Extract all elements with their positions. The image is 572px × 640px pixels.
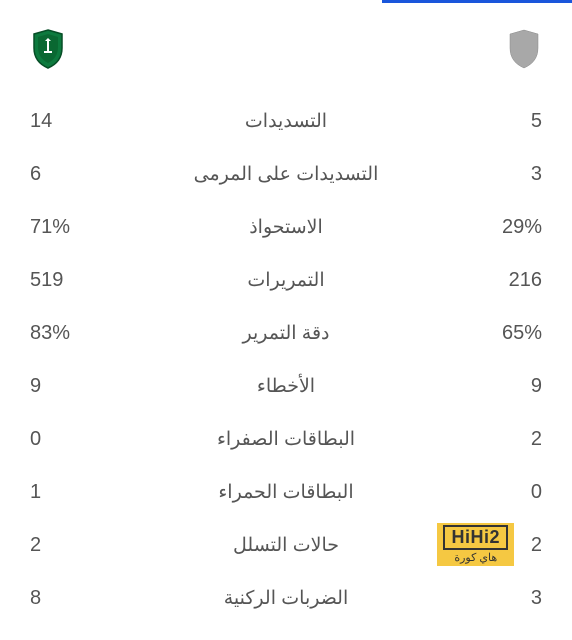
team-left-shield xyxy=(30,28,66,75)
stat-row: 71% الاستحواذ 29% xyxy=(30,201,542,254)
stat-left-value: 0 xyxy=(30,428,90,451)
stat-left-value: 83% xyxy=(30,322,90,345)
stat-left-value: 519 xyxy=(30,269,90,292)
stat-label: التسديدات xyxy=(90,110,482,133)
stat-label: الضربات الركنية xyxy=(90,587,482,610)
stat-right-value: 29% xyxy=(482,216,542,239)
stat-left-value: 8 xyxy=(30,587,90,610)
stat-left-value: 71% xyxy=(30,216,90,239)
stat-right-value: 65% xyxy=(482,322,542,345)
active-tab-indicator xyxy=(382,0,572,3)
stat-label: الاستحواذ xyxy=(90,216,482,239)
stat-row: 0 البطاقات الصفراء 2 xyxy=(30,413,542,466)
stat-row: 1 البطاقات الحمراء 0 xyxy=(30,466,542,519)
stat-label: التمريرات xyxy=(90,269,482,292)
watermark-subtitle: هاي كورة xyxy=(443,551,508,564)
stat-label: دقة التمرير xyxy=(90,322,482,345)
stat-left-value: 9 xyxy=(30,375,90,398)
stat-right-value: 2 xyxy=(482,428,542,451)
stat-right-value: 3 xyxy=(482,587,542,610)
stat-row: 6 التسديدات على المرمى 3 xyxy=(30,148,542,201)
stat-right-value: 5 xyxy=(482,110,542,133)
stat-right-value: 0 xyxy=(482,481,542,504)
stat-left-value: 14 xyxy=(30,110,90,133)
stat-label: التسديدات على المرمى xyxy=(90,163,482,186)
stat-row: 8 الضربات الركنية 3 xyxy=(30,572,542,625)
stat-label: البطاقات الحمراء xyxy=(90,481,482,504)
stat-row: 83% دقة التمرير 65% xyxy=(30,307,542,360)
stat-row: 14 التسديدات 5 xyxy=(30,95,542,148)
stat-label: حالات التسلل xyxy=(90,534,482,557)
watermark-title: HiHi2 xyxy=(443,525,508,550)
stat-row: 9 الأخطاء 9 xyxy=(30,360,542,413)
shield-icon xyxy=(506,28,542,70)
stat-left-value: 1 xyxy=(30,481,90,504)
watermark-badge: HiHi2 هاي كورة xyxy=(437,523,514,566)
shield-icon xyxy=(30,28,66,70)
stat-left-value: 2 xyxy=(30,534,90,557)
teams-header xyxy=(0,0,572,95)
stat-right-value: 3 xyxy=(482,163,542,186)
stat-right-value: 9 xyxy=(482,375,542,398)
stat-label: الأخطاء xyxy=(90,375,482,398)
stat-row: 519 التمريرات 216 xyxy=(30,254,542,307)
stat-label: البطاقات الصفراء xyxy=(90,428,482,451)
stat-left-value: 6 xyxy=(30,163,90,186)
team-right-shield xyxy=(506,28,542,75)
stat-right-value: 216 xyxy=(482,269,542,292)
